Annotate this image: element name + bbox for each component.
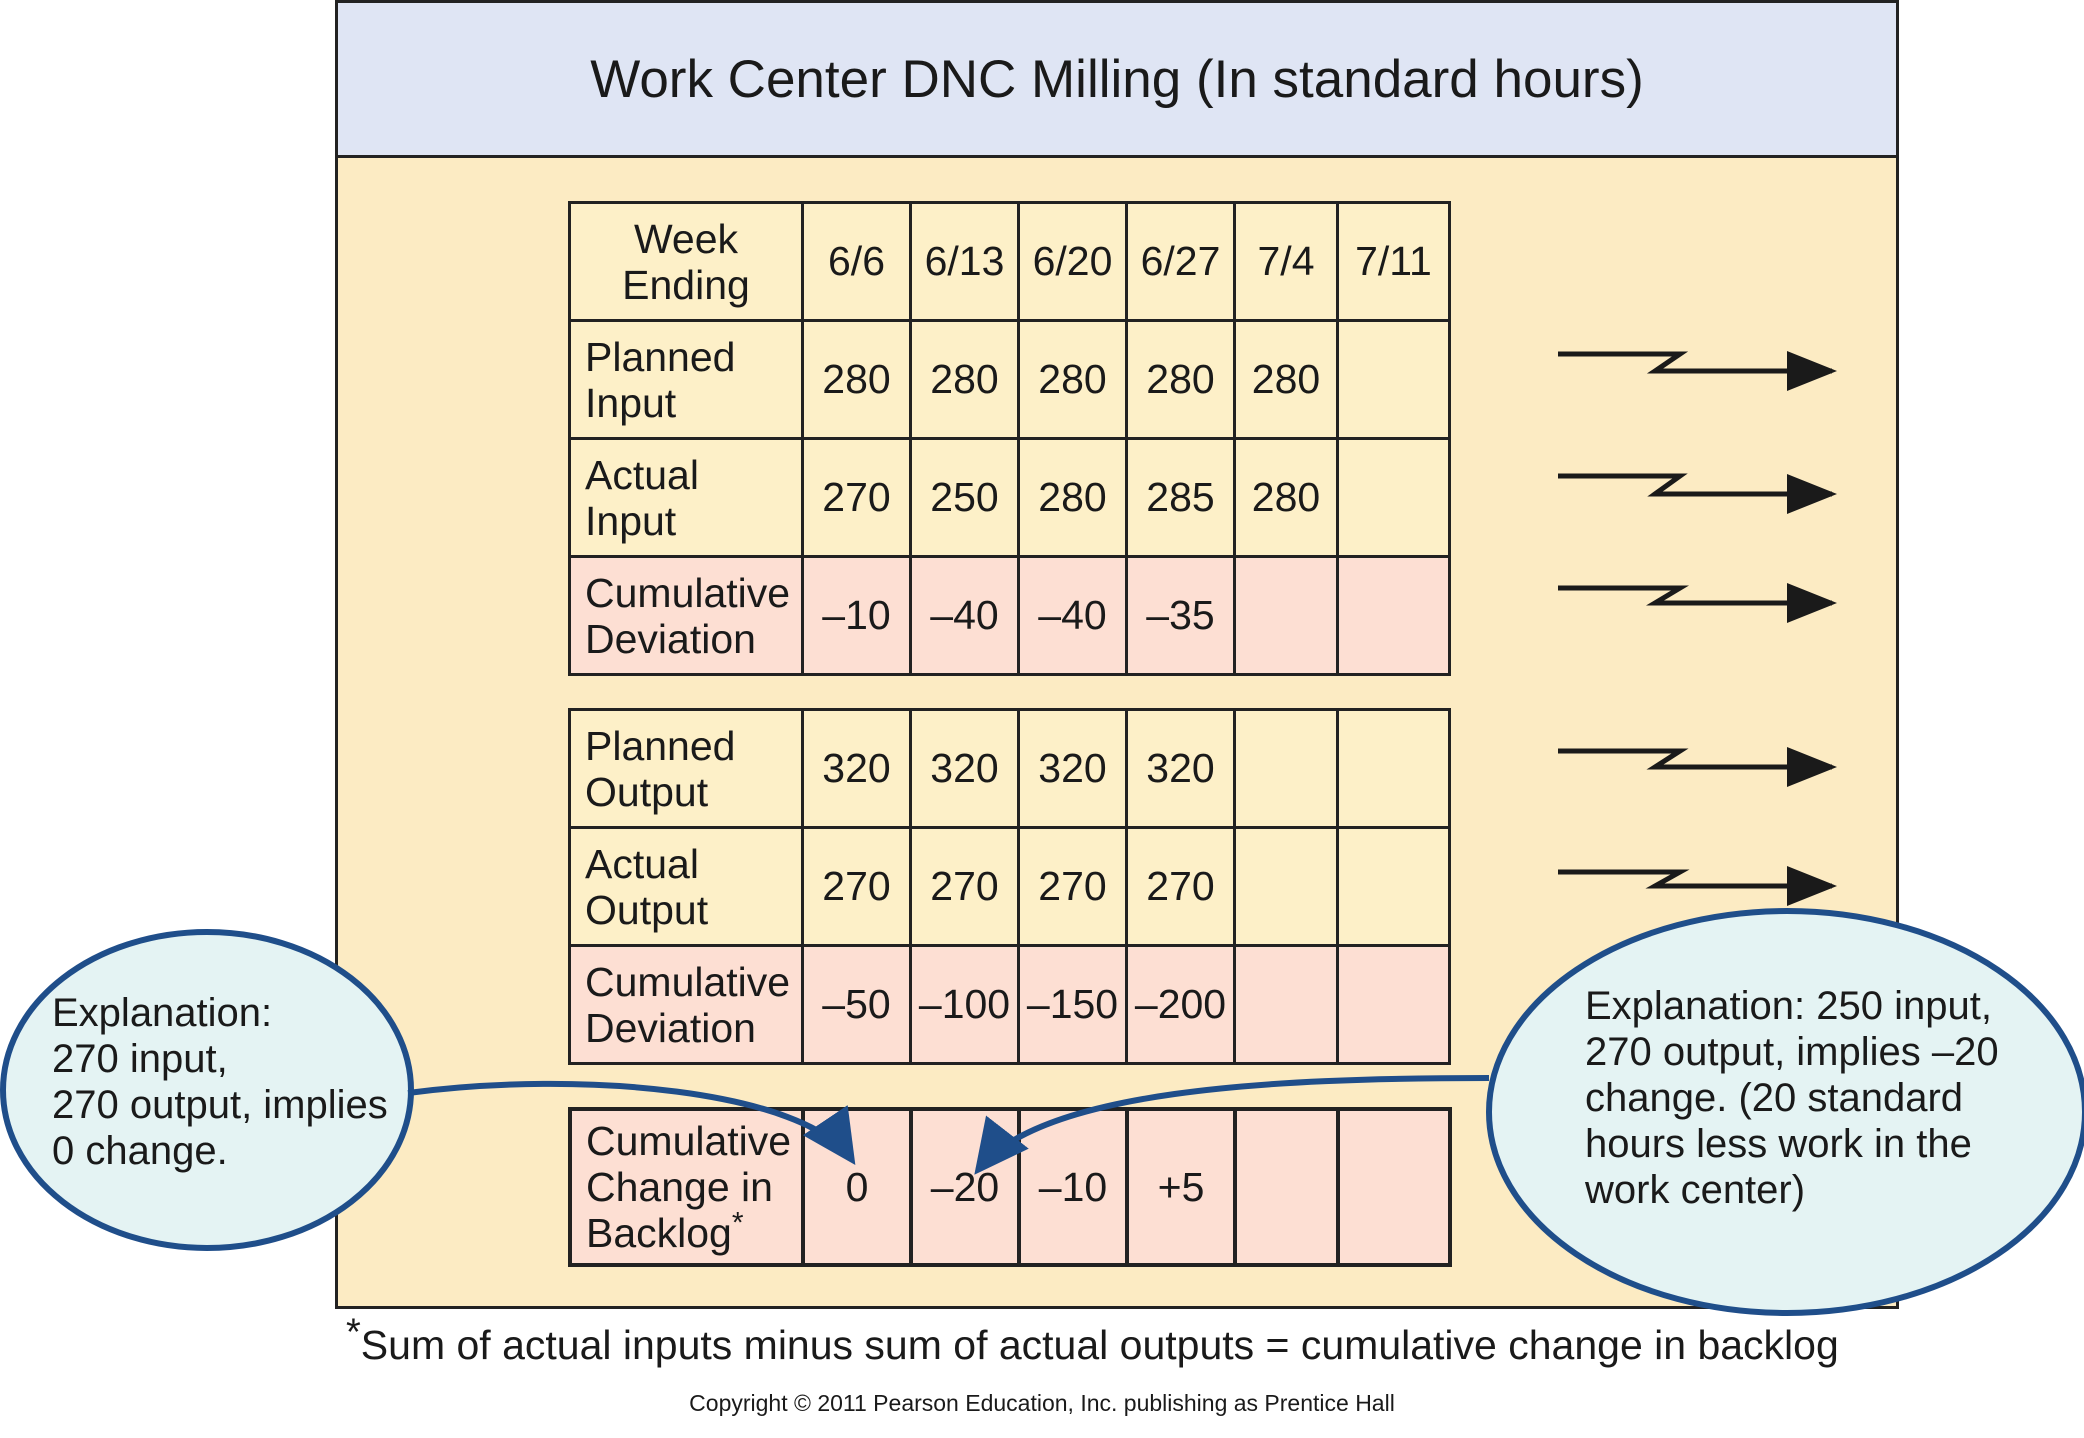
right-callout-text: Explanation: 250 input, 270 output, impli… bbox=[1585, 983, 1999, 1213]
value-cell: 320 bbox=[801, 708, 912, 829]
callout-line: Explanation: bbox=[52, 991, 273, 1035]
continuation-arrow bbox=[1558, 747, 1837, 787]
output-table: Planned Output 320 320 320 320 Actual Ou… bbox=[568, 708, 1451, 1065]
value-cell: –40 bbox=[909, 555, 1020, 676]
value-cell: –35 bbox=[1125, 555, 1236, 676]
week-ending-label: Week Ending bbox=[568, 201, 804, 322]
week-header-row: Week Ending 6/6 6/13 6/20 6/27 7/4 7/11 bbox=[568, 201, 1451, 322]
planned-input-row: Planned Input 280 280 280 280 280 bbox=[568, 319, 1451, 440]
callout-line: hours less work in the bbox=[1585, 1122, 1972, 1166]
value-cell bbox=[1336, 1107, 1452, 1267]
input-table: Week Ending 6/6 6/13 6/20 6/27 7/4 7/11 … bbox=[568, 201, 1451, 676]
value-cell: 270 bbox=[1125, 826, 1236, 947]
week-cell: 6/6 bbox=[801, 201, 912, 322]
right-callout-bubble bbox=[1486, 908, 2084, 1316]
value-cell bbox=[1336, 319, 1451, 440]
value-cell: 320 bbox=[909, 708, 1020, 829]
callout-line: 270 output, implies –20 bbox=[1585, 1030, 1999, 1074]
row-label: Actual Output bbox=[568, 826, 804, 947]
value-cell: 270 bbox=[801, 826, 912, 947]
value-cell bbox=[1233, 826, 1339, 947]
value-cell: –10 bbox=[1017, 1107, 1129, 1267]
left-callout-text: Explanation: 270 input, 270 output, implie… bbox=[52, 990, 388, 1174]
continuation-arrow bbox=[1558, 583, 1837, 623]
callout-line: 270 output, implies bbox=[52, 1083, 388, 1127]
week-cell: 6/13 bbox=[909, 201, 1020, 322]
right-callout-pointer bbox=[974, 1075, 1490, 1175]
value-cell: 250 bbox=[909, 437, 1020, 558]
value-cell: –50 bbox=[801, 944, 912, 1065]
row-label: Planned Output bbox=[568, 708, 804, 829]
value-cell: 320 bbox=[1125, 708, 1236, 829]
continuation-arrow bbox=[1558, 473, 1837, 514]
value-cell bbox=[1336, 826, 1451, 947]
value-cell bbox=[1336, 555, 1451, 676]
row-label: Actual Input bbox=[568, 437, 804, 558]
footnote-mark: * bbox=[346, 1311, 361, 1354]
value-cell: 280 bbox=[1233, 437, 1339, 558]
callout-line: 270 input, bbox=[52, 1037, 228, 1081]
value-cell: 320 bbox=[1017, 708, 1128, 829]
value-cell: 285 bbox=[1125, 437, 1236, 558]
value-cell: 280 bbox=[801, 319, 912, 440]
planned-output-row: Planned Output 320 320 320 320 bbox=[568, 708, 1451, 829]
left-callout-pointer bbox=[407, 1080, 856, 1165]
row-label: Planned Input bbox=[568, 319, 804, 440]
copyright-notice: Copyright © 2011 Pearson Education, Inc.… bbox=[689, 1390, 1395, 1416]
backlog-row: Cumulative Change in Backlog* 0 –20 –10 … bbox=[568, 1107, 1452, 1267]
value-cell bbox=[1336, 708, 1451, 829]
value-cell: –10 bbox=[801, 555, 912, 676]
output-deviation-row: Cumulative Deviation –50 –100 –150 –200 bbox=[568, 944, 1451, 1065]
continuation-arrow bbox=[1558, 866, 1837, 906]
value-cell: –200 bbox=[1125, 944, 1236, 1065]
value-cell: +5 bbox=[1125, 1107, 1237, 1267]
footnote-text: Sum of actual inputs minus sum of actual… bbox=[360, 1322, 1839, 1368]
value-cell bbox=[1233, 944, 1339, 1065]
footnote: *Sum of actual inputs minus sum of actua… bbox=[346, 1313, 1839, 1369]
value-cell bbox=[1233, 708, 1339, 829]
page-title: Work Center DNC Milling (In standard hou… bbox=[590, 49, 1644, 109]
row-label: Cumulative Deviation bbox=[568, 555, 804, 676]
value-cell: 280 bbox=[1017, 437, 1128, 558]
value-cell: –100 bbox=[909, 944, 1020, 1065]
backlog-table: Cumulative Change in Backlog* 0 –20 –10 … bbox=[568, 1107, 1452, 1267]
input-deviation-row: Cumulative Deviation –10 –40 –40 –35 bbox=[568, 555, 1451, 676]
value-cell: 270 bbox=[801, 437, 912, 558]
week-cell: 6/20 bbox=[1017, 201, 1128, 322]
continuation-arrow bbox=[1558, 351, 1837, 391]
footnote-mark: * bbox=[731, 1206, 744, 1240]
week-cell: 7/4 bbox=[1233, 201, 1339, 322]
row-label: Cumulative Change in Backlog* bbox=[568, 1107, 805, 1267]
value-cell: 280 bbox=[909, 319, 1020, 440]
actual-output-row: Actual Output 270 270 270 270 bbox=[568, 826, 1451, 947]
value-cell: –40 bbox=[1017, 555, 1128, 676]
value-cell: –150 bbox=[1017, 944, 1128, 1065]
callout-line: change. (20 standard bbox=[1585, 1076, 1964, 1120]
value-cell bbox=[1336, 944, 1451, 1065]
week-cell: 7/11 bbox=[1336, 201, 1451, 322]
title-bar: Work Center DNC Milling (In standard hou… bbox=[338, 3, 1896, 158]
actual-input-row: Actual Input 270 250 280 285 280 bbox=[568, 437, 1451, 558]
value-cell: 280 bbox=[1017, 319, 1128, 440]
value-cell bbox=[1336, 437, 1451, 558]
row-label: Cumulative Deviation bbox=[568, 944, 804, 1065]
value-cell: 270 bbox=[1017, 826, 1128, 947]
week-cell: 6/27 bbox=[1125, 201, 1236, 322]
value-cell: 280 bbox=[1125, 319, 1236, 440]
callout-line: Explanation: 250 input, bbox=[1585, 984, 1992, 1028]
value-cell bbox=[1233, 555, 1339, 676]
value-cell: 280 bbox=[1233, 319, 1339, 440]
callout-line: work center) bbox=[1585, 1168, 1806, 1212]
backlog-label: Cumulative Change in Backlog bbox=[586, 1118, 792, 1256]
value-cell: 270 bbox=[909, 826, 1020, 947]
callout-line: 0 change. bbox=[52, 1129, 228, 1173]
value-cell bbox=[1233, 1107, 1340, 1267]
